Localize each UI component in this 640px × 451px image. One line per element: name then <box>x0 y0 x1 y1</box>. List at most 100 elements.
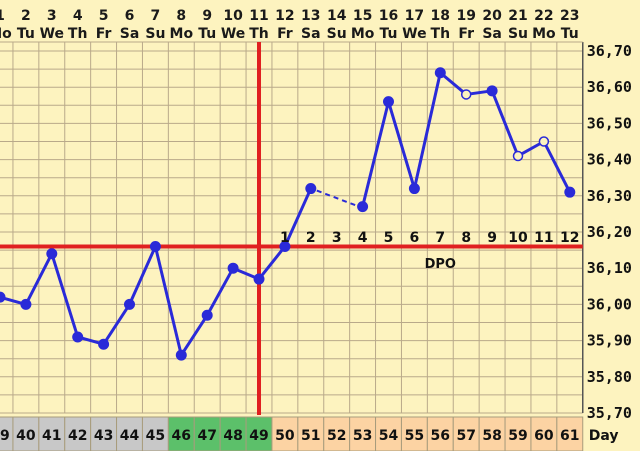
dpo-number: 2 <box>306 230 316 246</box>
temperature-series <box>0 67 576 361</box>
weekday-label: Sa <box>301 26 321 42</box>
reference-lines <box>0 42 583 415</box>
cycle-day-label: 57 <box>456 428 475 444</box>
dpo-number: 10 <box>508 230 528 246</box>
weekday-label: Mo <box>170 26 194 42</box>
cycle-day-cell <box>141 416 169 451</box>
dpo-number: 4 <box>358 230 368 246</box>
cycle-day-label: 58 <box>482 428 501 444</box>
temperature-point <box>357 201 369 213</box>
temperature-point <box>175 349 187 361</box>
cycle-day-row: 39 40 41 42 43 44 45 46 47 48 49 50 51 52 53 54 55 56 57 58… <box>0 416 619 451</box>
weekday-label: Tu <box>561 26 579 42</box>
weekday-label: We <box>221 26 245 42</box>
date-label: 5 <box>99 8 109 24</box>
cycle-day-cell <box>504 416 532 451</box>
date-label: 22 <box>534 8 553 24</box>
weekday-label: Sa <box>120 26 140 42</box>
cycle-day-cell <box>375 416 402 451</box>
weekday-label: Th <box>249 26 269 42</box>
date-label: 21 <box>508 8 527 24</box>
dpo-number: 12 <box>560 230 579 246</box>
y-axis-ticks: 35,70 35,80 35,90 36,00 36,10 36,20 36,30 36,40… <box>587 42 632 422</box>
cycle-day-label: 39 <box>0 428 10 444</box>
weekday-label: Su <box>145 26 165 42</box>
cycle-day-label: 55 <box>405 428 424 444</box>
cycle-day-label: 50 <box>275 428 295 444</box>
y-tick-label: 36,00 <box>587 295 632 313</box>
date-label: 10 <box>223 8 243 24</box>
cycle-day-label: 45 <box>146 428 165 444</box>
cycle-day-label: 42 <box>68 428 87 444</box>
temperature-point <box>20 298 32 310</box>
cycle-day-cell <box>116 416 143 451</box>
cycle-day-label: 49 <box>249 428 268 444</box>
y-tick-label: 36,30 <box>587 187 632 205</box>
cycle-day-label: 40 <box>16 428 36 444</box>
temperature-point <box>72 331 84 343</box>
temperature-point <box>0 291 6 303</box>
weekday-label: Mo <box>351 26 375 42</box>
temperature-point <box>227 262 239 274</box>
dpo-number: 9 <box>487 230 497 246</box>
temperature-point <box>201 309 213 321</box>
dpo-label: DPO <box>425 257 456 272</box>
date-header: 1Mo2Tu3We4Th5Fr6Sa7Su8Mo9Tu10We11Th12Fr1… <box>0 8 580 42</box>
cycle-day-label: 59 <box>508 428 527 444</box>
dpo-number: 3 <box>332 230 342 246</box>
dpo-number: 8 <box>461 230 471 246</box>
date-label: 18 <box>431 8 450 24</box>
y-tick-label: 36,50 <box>587 114 632 132</box>
date-label: 6 <box>125 8 135 24</box>
cycle-day-cell <box>90 416 118 451</box>
date-label: 4 <box>73 8 83 24</box>
y-tick-label: 36,10 <box>587 259 632 277</box>
dpo-number: 6 <box>410 230 420 246</box>
date-label: 20 <box>482 8 502 24</box>
cycle-day-cell <box>426 416 454 451</box>
y-tick-label: 36,70 <box>587 42 632 60</box>
cycle-day-label: 51 <box>301 428 320 444</box>
date-label: 17 <box>405 8 424 24</box>
temperature-point <box>149 240 161 252</box>
weekday-label: We <box>402 26 426 42</box>
cycle-day-cell <box>556 416 584 451</box>
cycle-day-cell <box>64 416 92 451</box>
date-label: 2 <box>21 8 31 24</box>
dpo-number: 1 <box>280 230 290 246</box>
temperature-point <box>434 67 446 79</box>
day-row-label: Day <box>589 428 619 444</box>
temperature-point <box>98 338 110 350</box>
temperature-point <box>124 298 135 310</box>
temperature-point <box>305 183 317 195</box>
temperature-point <box>564 186 576 198</box>
date-label: 7 <box>151 8 161 24</box>
cycle-day-cell <box>323 416 351 451</box>
temperature-point <box>486 85 498 97</box>
cycle-day-cell <box>349 416 377 451</box>
temperature-point <box>253 273 265 285</box>
date-label: 13 <box>301 8 320 24</box>
weekday-label: Fr <box>458 26 474 42</box>
y-tick-label: 36,40 <box>587 151 632 169</box>
date-label: 16 <box>379 8 398 24</box>
cycle-day-label: 41 <box>42 428 61 444</box>
weekday-label: Su <box>508 26 528 42</box>
y-tick-label: 35,80 <box>587 368 632 386</box>
weekday-label: Fr <box>96 26 112 42</box>
cycle-day-label: 56 <box>431 428 450 444</box>
weekday-label: Fr <box>277 26 293 42</box>
temperature-point-open <box>512 150 524 162</box>
y-tick-label: 35,90 <box>587 332 632 350</box>
date-label: 11 <box>249 8 268 24</box>
weekday-label: Th <box>431 26 451 42</box>
dpo-number: 7 <box>435 230 445 246</box>
date-label: 3 <box>47 8 57 24</box>
temperature-point-open <box>460 89 472 100</box>
weekday-label: Tu <box>380 26 398 42</box>
date-label: 19 <box>456 8 475 24</box>
cycle-day-label: 44 <box>120 428 140 444</box>
y-tick-label: 36,60 <box>587 78 632 96</box>
